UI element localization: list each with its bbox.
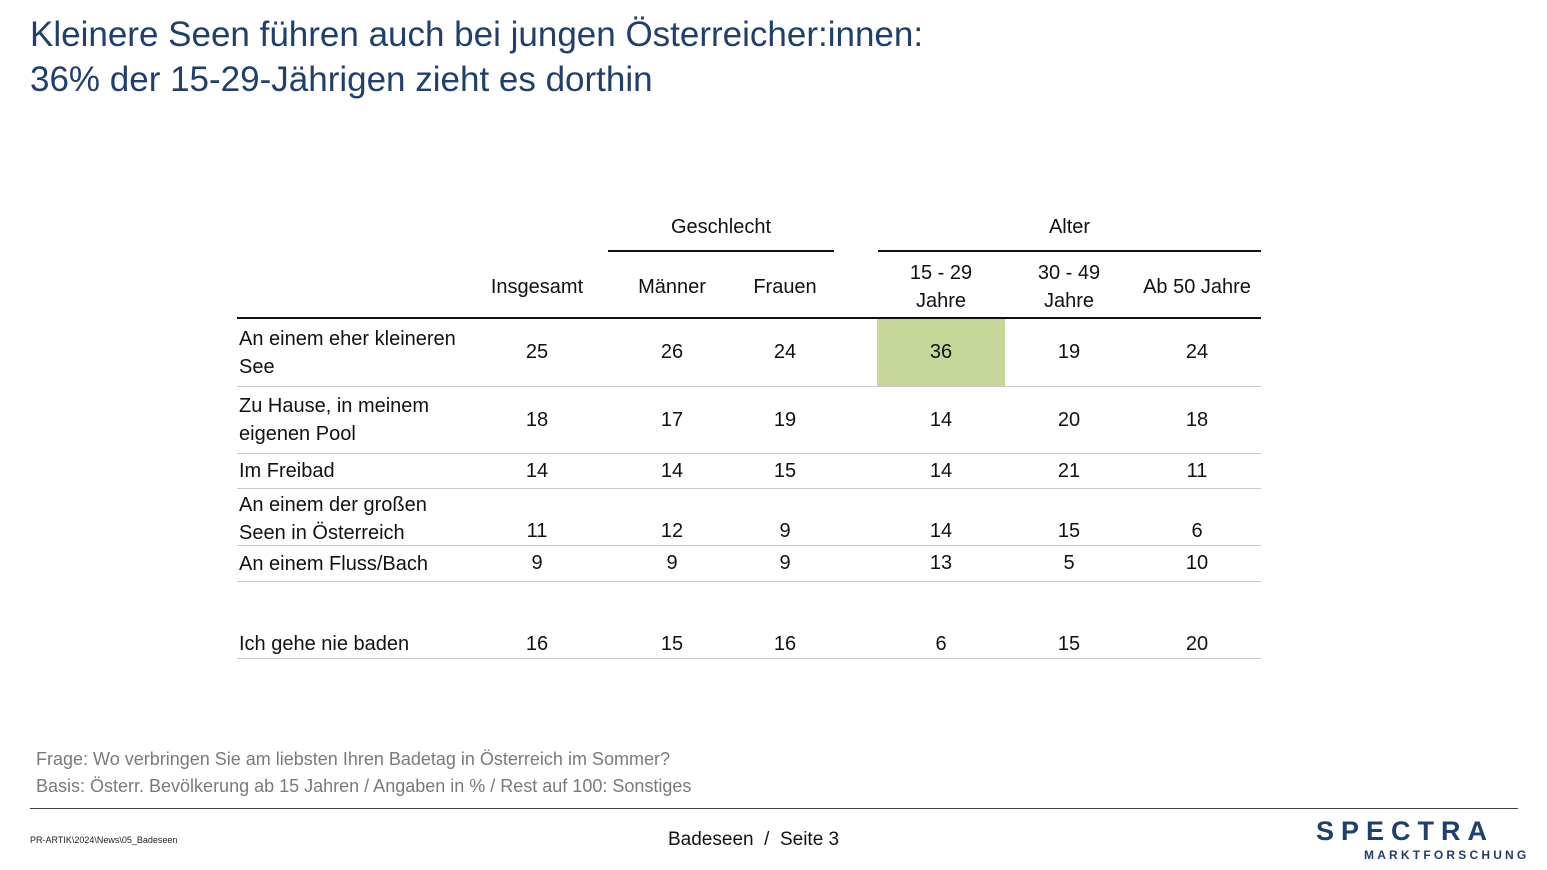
table-cell: 6	[1191, 520, 1203, 542]
table-cell: 25	[525, 341, 549, 363]
table-cell: 16	[773, 633, 797, 655]
table-cell: 26	[660, 341, 684, 363]
table-cell: 19	[1057, 341, 1081, 363]
table-cell: 5	[1063, 552, 1075, 574]
table-cell: 14	[929, 459, 953, 482]
table-cell: 18	[525, 408, 549, 431]
file-path: PR-ARTIK\2024\News\05_Badeseen	[30, 835, 178, 845]
spectra-logo: SPECTRA MARKTFORSCHUNG	[1316, 814, 1526, 864]
table-cell: 11	[526, 520, 548, 542]
table-cell: 6	[935, 633, 947, 655]
table-cell: 24	[1185, 341, 1209, 363]
table-cell: 9	[531, 552, 543, 574]
table-row: 25 26 24 36 19 24 An einem eher kleineren See	[237, 319, 1261, 387]
column-header: Insgesamt	[490, 276, 584, 298]
table-cell: 9	[779, 520, 791, 542]
question-note: Frage: Wo verbringen Sie am liebsten Ihr…	[36, 749, 670, 769]
table-cell: 21	[1057, 459, 1081, 482]
table-row: 16 15 16 6 15 20 Ich gehe nie baden	[237, 582, 1261, 659]
row-label: Zu Hause, in meinem eigenen Pool	[239, 395, 430, 445]
table-cell: 24	[773, 341, 797, 363]
table-cell: 11	[1186, 459, 1208, 482]
column-header: Männer	[638, 276, 706, 298]
table-row: 11 12 9 14 15 6 An einem der großen Seen in Ös…	[237, 489, 1261, 546]
column-header: Frauen	[753, 276, 817, 298]
row-label: An einem eher kleineren See	[239, 327, 456, 378]
column-header: Ab 50 Jahre	[1143, 276, 1251, 298]
column-group-geschlecht: Geschlecht	[670, 216, 772, 238]
table-cell: 15	[773, 459, 797, 482]
table-cell: 12	[660, 520, 684, 542]
logo-brand: SPECTRA	[1316, 816, 1495, 846]
table-cell: 16	[525, 633, 549, 655]
page-title: Kleinere Seen führen auch bei jungen Öst…	[30, 12, 1430, 102]
table-cell: 19	[773, 408, 797, 431]
column-group-underline	[878, 250, 1261, 252]
table-cell: 14	[660, 459, 684, 482]
basis-note: Basis: Österr. Bevölkerung ab 15 Jahren …	[36, 776, 692, 796]
table-cell: 15	[660, 633, 684, 655]
table-row: 14 14 15 14 21 11 Im Freibad	[237, 454, 1261, 489]
header-rule	[237, 317, 1261, 319]
row-label: An einem der großen Seen in Österreich	[239, 494, 427, 544]
title-line-2: 36% der 15-29-Jährigen zieht es dorthin	[30, 60, 653, 99]
table-cell: 14	[525, 459, 549, 482]
column-group-underline	[608, 250, 834, 252]
table-cell: 20	[1185, 633, 1209, 655]
row-label: Ich gehe nie baden	[239, 633, 410, 655]
table-cell: 17	[660, 408, 684, 431]
table-cell: 9	[779, 552, 791, 574]
table-cell: 10	[1185, 552, 1209, 574]
table-cell: 36	[877, 319, 1005, 386]
table-cell: 20	[1057, 408, 1081, 431]
table-cell: 14	[929, 520, 953, 542]
column-header: 15 - 29 Jahre	[909, 262, 973, 312]
page-number: Badeseen / Seite 3	[668, 829, 840, 850]
table-row: 9 9 9 13 5 10 An einem Fluss/Bach	[237, 546, 1261, 582]
table-row: 18 17 19 14 20 18 Zu Hause, in meinem eigenen …	[237, 387, 1261, 454]
table-cell: 13	[929, 552, 953, 574]
table-cell: 14	[929, 408, 953, 431]
title-line-1: Kleinere Seen führen auch bei jungen Öst…	[30, 15, 924, 54]
table-cell: 9	[666, 552, 678, 574]
row-label: An einem Fluss/Bach	[239, 552, 428, 575]
column-header: 30 - 49 Jahre	[1037, 262, 1101, 312]
table-cell: 15	[1057, 520, 1081, 542]
footer-divider	[30, 808, 1518, 809]
footnotes: Frage: Wo verbringen Sie am liebsten Ihr…	[36, 746, 691, 800]
table-cell: 15	[1057, 633, 1081, 655]
table-cell: 18	[1185, 408, 1209, 431]
column-group-alter: Alter	[1048, 216, 1091, 238]
row-label: Im Freibad	[239, 460, 335, 482]
logo-subtitle: MARKTFORSCHUNG	[1364, 848, 1530, 862]
